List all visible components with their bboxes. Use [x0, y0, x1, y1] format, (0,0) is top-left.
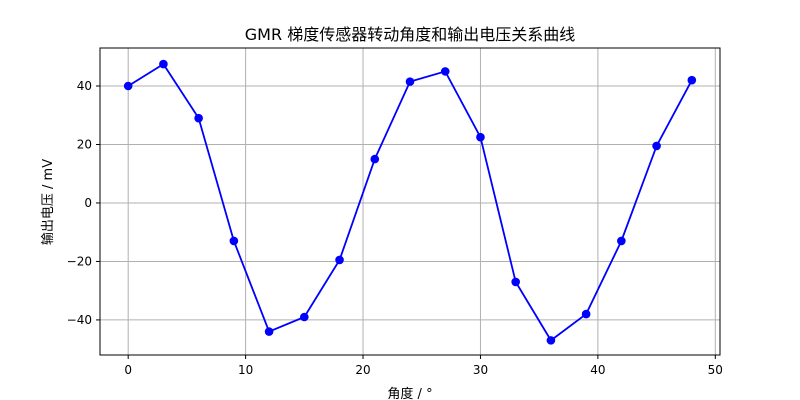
series-line [127, 62, 693, 342]
series-group [123, 59, 697, 345]
data-point [511, 277, 520, 287]
x-tick-label: 30 [473, 363, 488, 377]
data-point [652, 141, 661, 151]
y-axis: −40 −20 0 20 40 [67, 79, 100, 327]
y-tick-label: 40 [77, 79, 92, 93]
x-tick-label: 20 [355, 363, 370, 377]
data-point [264, 327, 274, 336]
data-point [617, 236, 626, 246]
data-point [123, 81, 133, 91]
y-tick-label: 0 [84, 196, 92, 210]
x-axis: 0 10 20 30 40 50 [124, 355, 723, 377]
data-point [581, 309, 591, 319]
data-point [229, 236, 239, 246]
grid-lines [100, 48, 720, 355]
x-tick-label: 10 [238, 363, 253, 377]
plot-frame [99, 47, 721, 356]
data-point [335, 255, 344, 265]
chart-title: GMR 梯度传感器转动角度和输出电压关系曲线 [245, 25, 575, 44]
data-point [194, 113, 203, 123]
data-point [440, 67, 450, 76]
y-tick-label: −40 [67, 313, 92, 327]
x-axis-label: 角度 / ° [387, 386, 432, 400]
y-tick-label: −20 [67, 254, 92, 268]
x-tick-label: 0 [124, 363, 132, 377]
data-point [687, 75, 697, 85]
data-point [159, 59, 168, 69]
x-tick-label: 50 [708, 363, 723, 377]
y-axis-label: 输出电压 / mV [40, 159, 56, 245]
data-point [546, 336, 556, 345]
data-point [300, 312, 309, 322]
data-point [476, 132, 485, 142]
y-tick-label: 20 [77, 137, 92, 151]
x-tick-label: 40 [590, 363, 605, 377]
data-point [370, 154, 380, 164]
data-point [405, 77, 415, 86]
